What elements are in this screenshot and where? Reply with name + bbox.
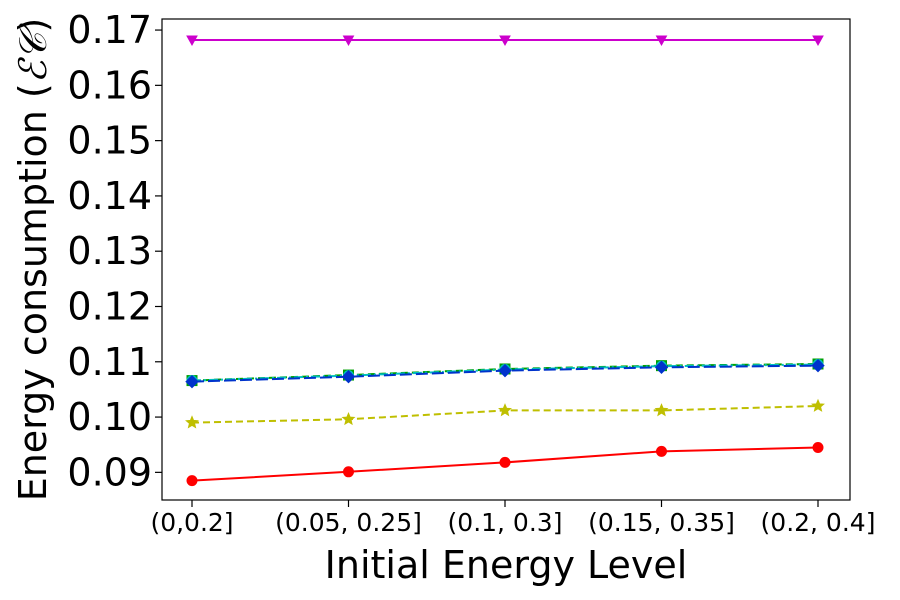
x-tick-label: (0.1, 0.3]: [448, 508, 563, 537]
data-point: [811, 398, 825, 412]
data-point: [656, 445, 667, 457]
data-point: [342, 35, 355, 47]
data-point: [186, 475, 198, 487]
data-point: [655, 35, 668, 47]
data-point: [812, 441, 824, 453]
series: [185, 358, 825, 389]
plot-frame: [161, 18, 851, 501]
data-point: [654, 403, 669, 417]
data-point: [499, 456, 511, 468]
y-tick-label: 0.14: [67, 174, 152, 218]
data-point: [186, 35, 198, 47]
x-tick-label: (0,0.2]: [150, 508, 233, 537]
x-tick-label: (0.15, 0.35]: [588, 508, 735, 537]
y-tick-label: 0.11: [67, 340, 152, 384]
y-tick-label: 0.09: [67, 450, 152, 494]
y-axis-label: Energy consumption (ℰ𝒞): [11, 18, 55, 502]
series: [186, 35, 824, 47]
data-point: [341, 411, 356, 426]
y-axis-label-suffix: ): [11, 18, 55, 33]
data-point: [185, 415, 199, 429]
x-axis-ticks: (0,0.2] (0.05, 0.25] (0.1, 0.3] (0.15, 0.35…: [150, 500, 875, 537]
series: [186, 441, 824, 487]
x-tick-label: (0.05, 0.25]: [275, 508, 422, 537]
y-tick-label: 0.16: [67, 63, 152, 107]
series-layer: [185, 35, 825, 487]
data-point: [812, 35, 824, 47]
y-axis-ticks: 0.09 0.10 0.11 0.12 0.13 0.14 0.15 0.16 0.17: [67, 8, 162, 494]
data-point: [341, 370, 356, 384]
y-axis-label-prefix: Energy consumption (: [11, 83, 55, 501]
y-tick-label: 0.15: [67, 119, 152, 163]
data-point: [498, 403, 512, 417]
x-tick-label: (0.2, 0.4]: [761, 508, 876, 537]
y-tick-label: 0.17: [67, 8, 152, 52]
data-point: [498, 363, 512, 378]
series: [185, 398, 825, 429]
x-axis-label: Initial Energy Level: [325, 543, 688, 587]
data-point: [499, 35, 511, 47]
data-point: [654, 360, 669, 375]
data-point: [811, 358, 825, 373]
y-axis-label-symbol: ℰ𝒞: [11, 23, 55, 83]
data-point: [185, 374, 199, 389]
y-tick-label: 0.12: [67, 284, 152, 328]
y-tick-label: 0.10: [67, 395, 152, 439]
data-point: [343, 466, 354, 478]
y-tick-label: 0.13: [67, 229, 152, 273]
